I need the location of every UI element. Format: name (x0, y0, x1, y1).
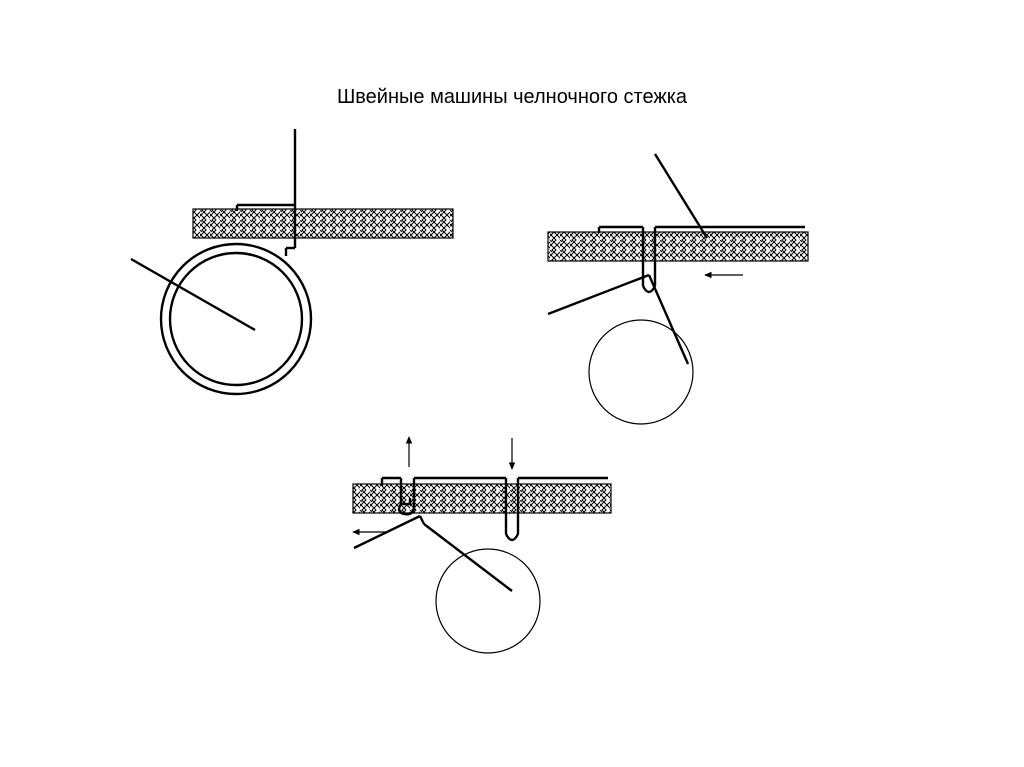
diagram-canvas: Швейные машины челночного стежка (0, 0, 1024, 767)
diagram-2 (548, 154, 808, 424)
diagram-3 (353, 437, 611, 653)
diagram-1 (131, 129, 453, 394)
diagram-svg (0, 0, 1024, 767)
